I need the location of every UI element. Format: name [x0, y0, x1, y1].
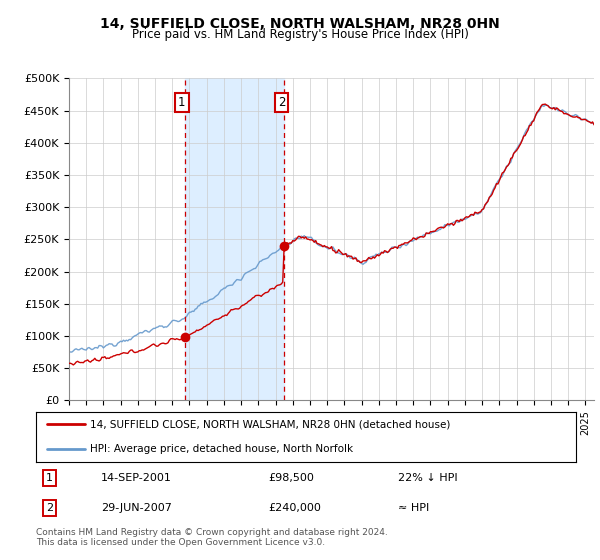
Text: 14-SEP-2001: 14-SEP-2001	[101, 473, 172, 483]
Text: 14, SUFFIELD CLOSE, NORTH WALSHAM, NR28 0HN: 14, SUFFIELD CLOSE, NORTH WALSHAM, NR28 …	[100, 17, 500, 31]
Text: 1: 1	[178, 96, 185, 109]
Text: ≈ HPI: ≈ HPI	[398, 503, 429, 514]
Text: HPI: Average price, detached house, North Norfolk: HPI: Average price, detached house, Nort…	[90, 445, 353, 454]
Text: Contains HM Land Registry data © Crown copyright and database right 2024.
This d: Contains HM Land Registry data © Crown c…	[36, 528, 388, 547]
Text: 2: 2	[278, 96, 285, 109]
Text: 14, SUFFIELD CLOSE, NORTH WALSHAM, NR28 0HN (detached house): 14, SUFFIELD CLOSE, NORTH WALSHAM, NR28 …	[90, 419, 451, 429]
Text: 29-JUN-2007: 29-JUN-2007	[101, 503, 172, 514]
Text: 1: 1	[46, 473, 53, 483]
Bar	[185, 78, 284, 400]
Text: Price paid vs. HM Land Registry's House Price Index (HPI): Price paid vs. HM Land Registry's House …	[131, 28, 469, 41]
Text: 2: 2	[46, 503, 53, 514]
Text: 22% ↓ HPI: 22% ↓ HPI	[398, 473, 457, 483]
Text: £98,500: £98,500	[268, 473, 314, 483]
Text: £240,000: £240,000	[268, 503, 321, 514]
